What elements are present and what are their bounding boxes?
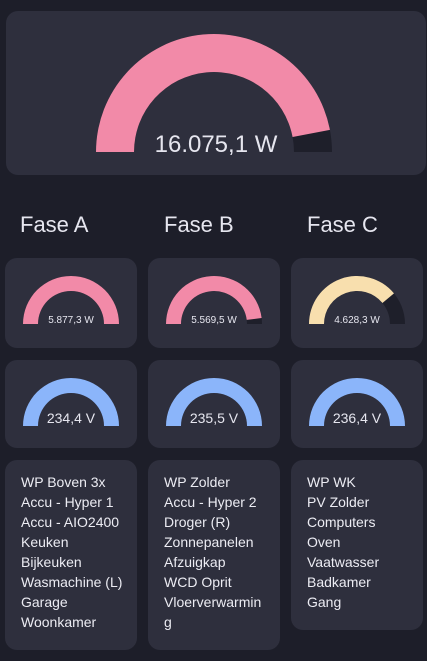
list-item: Wasmachine (L) xyxy=(21,574,123,590)
list-item: Accu - AIO2400 xyxy=(21,514,120,530)
phase-c-power-gauge xyxy=(309,276,405,324)
total-power-gauge-fill xyxy=(96,34,330,152)
phase-c-list: WP WK PV Zolder Computers Oven Vaatwasse… xyxy=(291,460,423,612)
phase-b-voltage-card[interactable]: 235,5 V xyxy=(148,360,280,448)
list-item: Vaatwasser xyxy=(307,554,380,570)
phase-b-voltage-gauge-fill xyxy=(166,378,262,426)
list-item: Computers xyxy=(307,514,376,530)
phase-a-power-gauge xyxy=(23,276,119,324)
total-power-gauge xyxy=(96,34,332,152)
phase-a-voltage-gauge-fill xyxy=(23,378,119,426)
total-power-value: 16.075,1 W xyxy=(154,131,278,158)
phase-a-list: WP Boven 3x Accu - Hyper 1 Accu - AIO240… xyxy=(5,460,137,632)
list-item: Droger (R) xyxy=(164,514,231,530)
phase-b-power-gauge xyxy=(166,275,262,324)
list-item: WP Boven 3x xyxy=(21,474,106,490)
phase-c-voltage-gauge xyxy=(309,378,405,426)
phase-b-list-card: WP Zolder Accu - Hyper 2 Droger (R) Zonn… xyxy=(148,460,280,650)
phase-c-title: Fase C xyxy=(307,212,378,237)
phase-b-power-gauge-fill xyxy=(166,275,262,324)
phase-b-voltage-value: 235,5 V xyxy=(189,410,239,426)
list-item: g xyxy=(164,614,172,630)
phase-c-list-card: WP WK PV Zolder Computers Oven Vaatwasse… xyxy=(291,460,423,630)
list-item: PV Zolder xyxy=(307,494,370,510)
phase-b-title: Fase B xyxy=(164,212,234,237)
phase-c-power-card[interactable]: 4.628,3 W xyxy=(291,258,423,348)
phase-c-voltage-card[interactable]: 236,4 V xyxy=(291,360,423,448)
list-item: Woonkamer xyxy=(21,614,97,630)
list-item: Bijkeuken xyxy=(21,554,82,570)
phase-b-list: WP Zolder Accu - Hyper 2 Droger (R) Zonn… xyxy=(148,460,280,632)
list-item: Badkamer xyxy=(307,574,371,590)
phase-c-voltage-gauge-fill xyxy=(309,378,405,426)
phase-a-voltage-gauge xyxy=(23,378,119,426)
list-item: Accu - Hyper 1 xyxy=(21,494,114,510)
list-item: Keuken xyxy=(21,534,69,550)
list-item: Garage xyxy=(21,594,68,610)
list-item: Afzuigkap xyxy=(164,554,226,570)
list-item: WP Zolder xyxy=(164,474,230,490)
list-item: WCD Oprit xyxy=(164,574,232,590)
list-item: Gang xyxy=(307,594,342,610)
phase-c-power-gauge-fill xyxy=(309,276,394,324)
phase-a-voltage-value: 234,4 V xyxy=(46,410,96,426)
phase-a-power-gauge-fill xyxy=(23,276,119,324)
list-item: WP WK xyxy=(307,474,356,490)
phase-a-title: Fase A xyxy=(20,212,89,237)
list-item: Accu - Hyper 2 xyxy=(164,494,257,510)
total-power-card[interactable]: 16.075,1 W xyxy=(6,11,426,175)
list-item: Vloerverwarmin xyxy=(164,594,262,610)
phase-a-list-card: WP Boven 3x Accu - Hyper 1 Accu - AIO240… xyxy=(5,460,137,650)
phase-a-voltage-card[interactable]: 234,4 V xyxy=(5,360,137,448)
phase-b-voltage-gauge xyxy=(166,378,262,426)
phase-a-power-value: 5.877,3 W xyxy=(48,315,94,326)
phase-c-power-value: 4.628,3 W xyxy=(334,315,380,326)
phase-b-power-card[interactable]: 5.569,5 W xyxy=(148,258,280,348)
phase-c-voltage-value: 236,4 V xyxy=(332,410,382,426)
list-item: Zonnepanelen xyxy=(164,534,254,550)
list-item: Oven xyxy=(307,534,341,550)
phase-a-power-card[interactable]: 5.877,3 W xyxy=(5,258,137,348)
phase-b-power-value: 5.569,5 W xyxy=(191,315,237,326)
